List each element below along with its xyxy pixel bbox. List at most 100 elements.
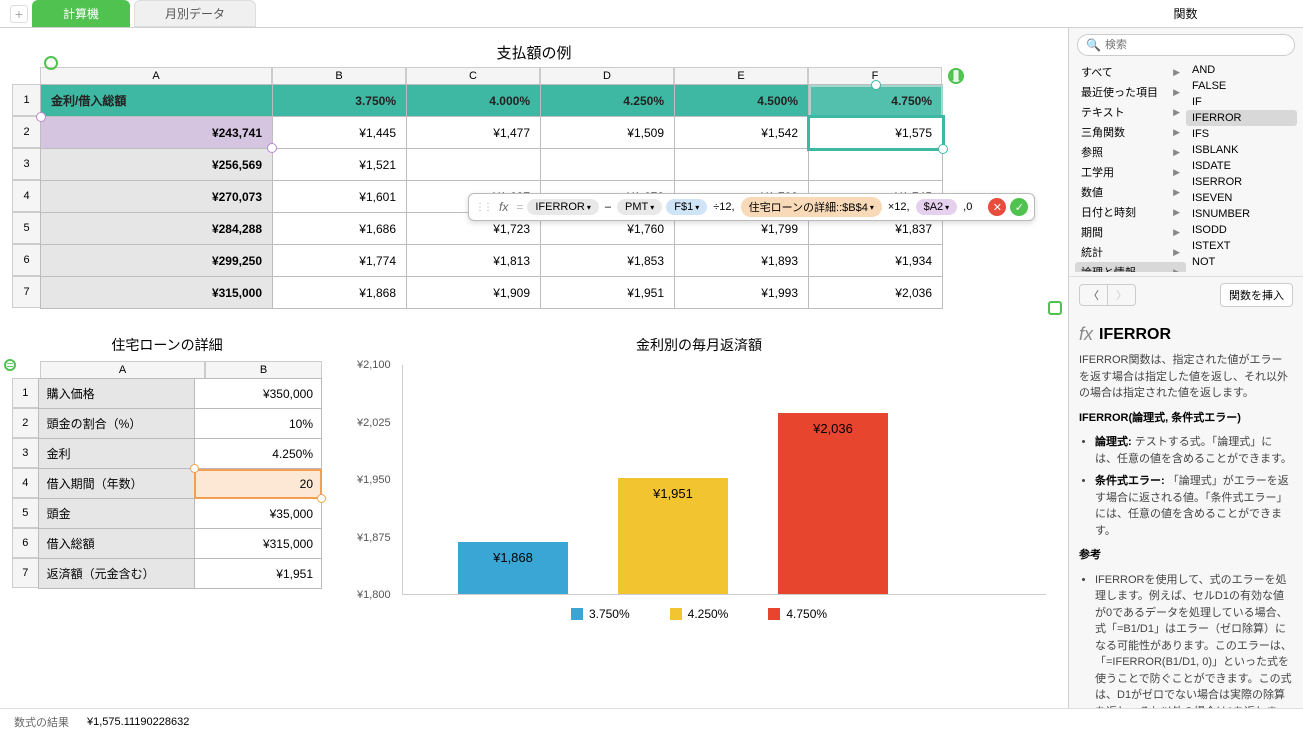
detail-value[interactable]: ¥35,000 — [194, 499, 322, 529]
search-input[interactable] — [1105, 39, 1286, 51]
equals-icon[interactable]: = — [4, 359, 16, 371]
data-cell[interactable]: ¥1,575 — [809, 117, 943, 149]
col-header[interactable]: D — [540, 67, 674, 84]
category-item[interactable]: テキスト▶ — [1075, 102, 1186, 122]
data-cell[interactable]: ¥1,934 — [809, 245, 943, 277]
rate-header[interactable]: 4.250% — [541, 85, 675, 117]
data-cell[interactable]: ¥1,601 — [273, 181, 407, 213]
col-header[interactable]: B — [272, 67, 406, 84]
category-item[interactable]: 三角関数▶ — [1075, 122, 1186, 142]
function-item[interactable]: ISBLANK — [1186, 142, 1297, 158]
row-header[interactable]: 1 — [12, 84, 40, 116]
function-item[interactable]: ISNUMBER — [1186, 206, 1297, 222]
detail-label[interactable]: 借入総額 — [38, 529, 194, 559]
row-header[interactable]: 6 — [12, 244, 40, 276]
token-ref-b4[interactable]: 住宅ローンの詳細::$B$4▾ — [741, 197, 882, 217]
rate-header[interactable]: 4.500% — [675, 85, 809, 117]
amount-cell[interactable]: ¥243,741 — [41, 117, 273, 149]
detail-value[interactable]: ¥315,000 — [194, 529, 322, 559]
amount-cell[interactable]: ¥256,569 — [41, 149, 273, 181]
data-cell[interactable]: ¥1,993 — [675, 277, 809, 309]
formula-editor[interactable]: ⋮⋮ fx = IFERROR▾ – PMT▾ F$1▾ ÷12, 住宅ローンの… — [468, 193, 1035, 221]
rate-header[interactable]: 4.000% — [407, 85, 541, 117]
nav-fwd-icon[interactable]: 〉 — [1108, 285, 1135, 305]
tab-calculator[interactable]: 計算機 — [32, 0, 130, 27]
function-item[interactable]: IFS — [1186, 126, 1297, 142]
grip-icon[interactable]: ⋮⋮ — [475, 202, 491, 213]
row-header[interactable]: 3 — [12, 148, 40, 180]
col-header[interactable]: B — [205, 361, 322, 378]
row-header[interactable]: 2 — [12, 408, 38, 438]
help-nav[interactable]: 〈 〉 — [1079, 284, 1136, 306]
amount-cell[interactable]: ¥315,000 — [41, 277, 273, 309]
data-cell[interactable]: ¥1,893 — [675, 245, 809, 277]
detail-label[interactable]: 購入価格 — [38, 379, 194, 409]
row-header[interactable]: 3 — [12, 438, 38, 468]
rate-header[interactable]: 3.750% — [273, 85, 407, 117]
detail-value[interactable]: ¥1,951 — [194, 559, 322, 589]
detail-value[interactable]: 10% — [194, 409, 322, 439]
row-header[interactable]: 7 — [12, 558, 38, 588]
col-header[interactable]: A — [40, 361, 205, 378]
pause-icon[interactable]: ❚❚ — [948, 68, 964, 84]
data-cell[interactable] — [809, 149, 943, 181]
accept-formula-button[interactable]: ✓ — [1010, 198, 1028, 216]
data-cell[interactable]: ¥2,036 — [809, 277, 943, 309]
amount-cell[interactable]: ¥299,250 — [41, 245, 273, 277]
function-search[interactable]: 🔍 — [1077, 34, 1295, 56]
function-item[interactable]: AND — [1186, 62, 1297, 78]
header-cell[interactable]: 金利/借入総額 — [41, 85, 273, 117]
detail-value[interactable]: ¥350,000 — [194, 379, 322, 409]
data-cell[interactable]: ¥1,445 — [273, 117, 407, 149]
detail-label[interactable]: 返済額（元金含む） — [38, 559, 194, 589]
category-item[interactable]: 参照▶ — [1075, 142, 1186, 162]
category-item[interactable]: 論理と情報▶ — [1075, 262, 1186, 272]
category-item[interactable]: 最近使った項目▶ — [1075, 82, 1186, 102]
detail-label[interactable]: 借入期間（年数） — [38, 469, 194, 499]
insert-function-button[interactable]: 関数を挿入 — [1220, 283, 1293, 307]
col-header[interactable]: E — [674, 67, 808, 84]
row-header[interactable]: 6 — [12, 528, 38, 558]
table-handle-icon[interactable] — [44, 56, 58, 70]
function-item[interactable]: NOT — [1186, 254, 1297, 270]
data-cell[interactable]: ¥1,951 — [541, 277, 675, 309]
row-header[interactable]: 2 — [12, 116, 40, 148]
data-cell[interactable]: ¥1,813 — [407, 245, 541, 277]
data-cell[interactable]: ¥1,868 — [273, 277, 407, 309]
category-item[interactable]: すべて▶ — [1075, 62, 1186, 82]
data-cell[interactable]: ¥1,909 — [407, 277, 541, 309]
data-cell[interactable]: ¥1,477 — [407, 117, 541, 149]
data-cell[interactable] — [407, 149, 541, 181]
category-item[interactable]: 工学用▶ — [1075, 162, 1186, 182]
data-cell[interactable] — [675, 149, 809, 181]
data-cell[interactable]: ¥1,686 — [273, 213, 407, 245]
function-item[interactable]: ISEVEN — [1186, 190, 1297, 206]
function-item[interactable]: IFERROR — [1186, 110, 1297, 126]
detail-value[interactable]: 20 — [194, 469, 322, 499]
token-ref-f1[interactable]: F$1▾ — [666, 199, 707, 215]
amount-cell[interactable]: ¥270,073 — [41, 181, 273, 213]
row-header[interactable]: 1 — [12, 378, 38, 408]
function-item[interactable]: FALSE — [1186, 78, 1297, 94]
category-item[interactable]: 統計▶ — [1075, 242, 1186, 262]
row-header[interactable]: 4 — [12, 180, 40, 212]
col-header[interactable]: A — [40, 67, 272, 84]
token-ref-a2[interactable]: $A2▾ — [916, 199, 958, 215]
category-item[interactable]: 日付と時刻▶ — [1075, 202, 1186, 222]
function-item[interactable]: ISTEXT — [1186, 238, 1297, 254]
col-header[interactable]: C — [406, 67, 540, 84]
detail-label[interactable]: 頭金の割合（%） — [38, 409, 194, 439]
function-item[interactable]: IF — [1186, 94, 1297, 110]
amount-cell[interactable]: ¥284,288 — [41, 213, 273, 245]
function-item[interactable]: ISERROR — [1186, 174, 1297, 190]
category-item[interactable]: 期間▶ — [1075, 222, 1186, 242]
data-cell[interactable] — [541, 149, 675, 181]
token-function-iferror[interactable]: IFERROR▾ — [527, 199, 599, 215]
cancel-formula-button[interactable]: ✕ — [988, 198, 1006, 216]
row-header[interactable]: 4 — [12, 468, 38, 498]
function-item[interactable]: ISODD — [1186, 222, 1297, 238]
row-header[interactable]: 5 — [12, 498, 38, 528]
row-header[interactable]: 5 — [12, 212, 40, 244]
add-sheet-button[interactable]: + — [10, 5, 28, 23]
nav-back-icon[interactable]: 〈 — [1080, 285, 1108, 305]
